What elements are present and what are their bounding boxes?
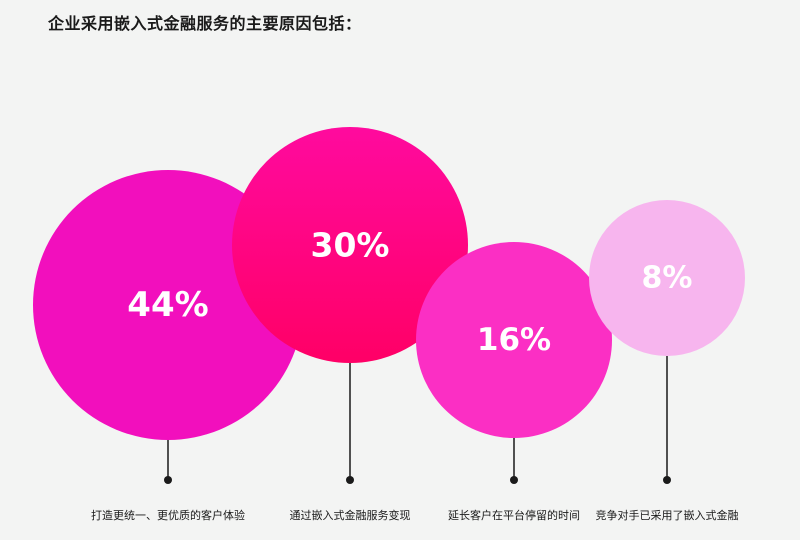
bubble-3: [416, 242, 612, 438]
bubble-2: [232, 127, 468, 363]
category-label: 打造更统一、更优质的客户体验: [91, 508, 245, 522]
category-label: 通过嵌入式金融服务变现: [290, 508, 411, 522]
connector-dot: [510, 476, 518, 484]
bubble-4: [589, 200, 745, 356]
connector-dot: [164, 476, 172, 484]
bubble-value-label: 30%: [311, 226, 390, 265]
category-label: 延长客户在平台停留的时间: [448, 508, 580, 522]
connector-dot: [663, 476, 671, 484]
chart-title: 企业采用嵌入式金融服务的主要原因包括：: [48, 14, 362, 33]
bubble-value-label: 44%: [127, 285, 208, 325]
bubble-value-label: 8%: [642, 261, 693, 296]
bubble-value-label: 16%: [477, 322, 551, 358]
connector-dot: [346, 476, 354, 484]
category-label: 竞争对手已采用了嵌入式金融: [596, 508, 739, 522]
